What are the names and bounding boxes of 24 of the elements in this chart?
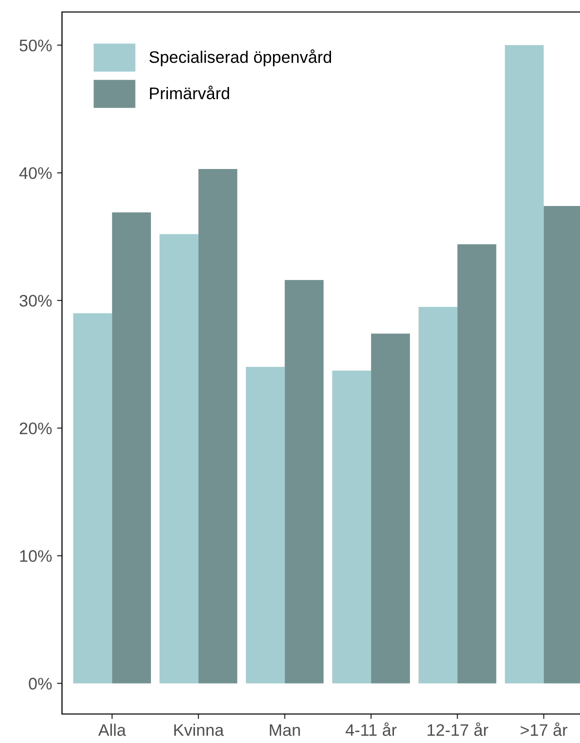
x-tick-label: Man: [270, 724, 300, 736]
legend-label: Primärvård: [150, 86, 230, 100]
bar: [332, 370, 372, 684]
bar: [112, 212, 151, 684]
bar: [73, 313, 112, 684]
y-tick-label: 0%: [28, 678, 52, 690]
bar: [457, 244, 496, 684]
y-tick-label: 30%: [20, 294, 52, 307]
bar: [198, 168, 238, 684]
x-tick-label: Alla: [98, 724, 126, 736]
x-tick-label: 12-17 år: [428, 722, 488, 736]
bar: [246, 366, 285, 684]
bar: [371, 334, 410, 684]
x-tick-label: 4-11 år: [346, 722, 397, 736]
x-tick-label: >17 år: [520, 722, 568, 736]
legend-label: Specialiserad öppenvård: [149, 49, 332, 66]
bar: [160, 234, 198, 684]
y-tick-label: 10%: [20, 550, 52, 562]
x-tick-label: Kvinna: [174, 724, 224, 736]
y-tick-label: 50%: [20, 40, 52, 52]
bar: [284, 280, 324, 684]
bar: [418, 306, 458, 684]
y-tick-label: 40%: [19, 167, 52, 180]
y-tick-label: 20%: [20, 422, 52, 434]
